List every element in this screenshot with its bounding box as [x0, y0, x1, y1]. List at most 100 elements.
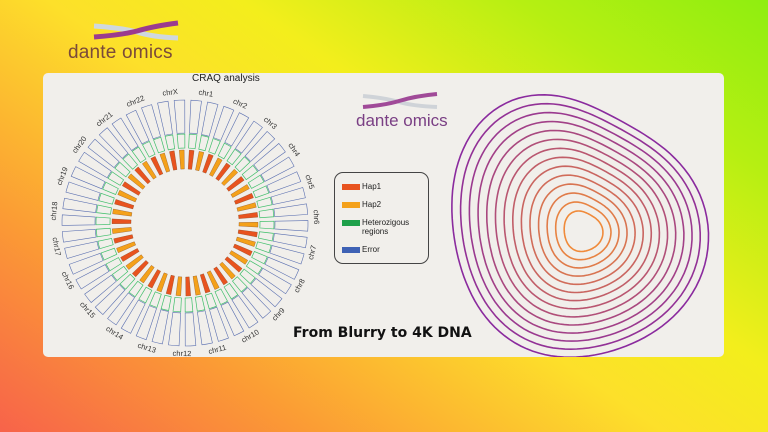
logo-text: dante omics — [68, 42, 173, 63]
chromosome-box — [234, 120, 263, 154]
heterozygous-box — [239, 268, 256, 285]
haplotype-segment — [234, 193, 254, 205]
chromosome-box — [65, 181, 101, 201]
chromosome-box — [87, 138, 120, 169]
heterozygous-box — [241, 164, 259, 181]
chromosome-box — [250, 277, 283, 308]
chromosome-box — [273, 203, 309, 218]
chromosome-label: chr12 — [172, 349, 191, 358]
haplotype-segment — [209, 157, 223, 177]
heterozygous-box — [100, 247, 118, 261]
heterozygous-box — [107, 171, 125, 186]
haplotype-segment — [236, 202, 257, 212]
haplotype-segment — [113, 234, 134, 244]
chromosome-label: chr6 — [312, 210, 322, 225]
heterozygous-box — [128, 280, 144, 298]
haplotype-segment — [192, 275, 201, 296]
haplotype-segment — [114, 199, 135, 210]
heterozygous-box — [198, 135, 210, 152]
chromosome-box — [70, 166, 106, 190]
heterozygous-box — [188, 133, 198, 150]
haplotype-segment — [150, 156, 164, 176]
chromosome-box — [151, 309, 169, 345]
haplotype-segment — [125, 254, 144, 270]
haplotype-segment — [120, 248, 140, 262]
chromosome-box — [189, 99, 202, 135]
panel-logo-text: dante omics — [356, 111, 448, 130]
haplotype-segment — [206, 270, 220, 290]
chromosome-box — [84, 274, 117, 303]
heterozygous-box — [208, 138, 221, 155]
legend-item-hap1: Hap1 — [342, 182, 381, 191]
chromosome-label: chr7 — [306, 244, 318, 260]
haplotype-segment — [132, 260, 149, 278]
heterozygous-box — [114, 161, 131, 178]
chromosome-box — [141, 104, 161, 140]
chromosome-box — [264, 256, 300, 280]
haplotype-segment — [226, 176, 245, 192]
logo-mark-icon — [362, 92, 438, 109]
heterozygous-box — [258, 208, 275, 219]
chromosome-box — [184, 312, 197, 347]
haplotype-segment — [221, 168, 238, 186]
contour-line — [546, 192, 620, 269]
haplotype-segment — [215, 162, 231, 181]
heterozygous-box — [97, 237, 114, 250]
heterozygous-box — [164, 134, 176, 151]
chromosome-box — [269, 245, 305, 265]
contour-line — [494, 138, 669, 318]
haplotype-segment — [116, 241, 136, 253]
chromosome-box — [107, 292, 136, 326]
heterozygous-box — [251, 251, 268, 265]
haplotype-segment — [199, 273, 211, 294]
chromosome-box — [213, 105, 235, 141]
chromosome-box — [274, 220, 309, 232]
chromosome-box — [253, 143, 286, 172]
heterozygous-box — [95, 227, 112, 238]
haplotype-segment — [147, 269, 161, 289]
chromosome-label: chr11 — [207, 343, 227, 356]
chromosome-box — [272, 233, 308, 249]
contour-line — [520, 165, 645, 294]
heterozygous-box — [252, 185, 270, 199]
haplotype-segment — [169, 150, 178, 171]
heterozygous-box — [256, 196, 273, 209]
heterozygous-box — [245, 260, 263, 275]
heterozygous-box — [258, 231, 274, 242]
heterozygous-box — [247, 174, 265, 189]
contour-line — [459, 102, 701, 351]
haplotype-segment — [187, 149, 195, 170]
haplotype-segment — [159, 152, 171, 173]
heterozygous-box — [226, 148, 242, 166]
chromosome-box — [75, 264, 110, 290]
heterozygous-box — [176, 133, 186, 149]
contour-graphic — [451, 93, 710, 357]
contour-line — [486, 129, 677, 326]
legend-item-hap2: Hap2 — [342, 200, 381, 209]
heterozygous-box — [255, 241, 272, 254]
haplotype-segment — [142, 160, 157, 180]
haplotype-segment — [202, 153, 214, 174]
contour-line — [451, 93, 710, 357]
heterozygous-box — [141, 140, 156, 158]
chromosome-label: chr1 — [198, 88, 214, 99]
heterozygous-box — [102, 181, 119, 195]
legend-item-error: Error — [342, 245, 380, 254]
heterozygous-box — [234, 156, 251, 173]
heterozygous-box — [98, 192, 115, 205]
chromosome-box — [270, 187, 306, 205]
haplotype-segment — [112, 208, 133, 217]
chromosome-box — [266, 171, 302, 194]
contour-line — [503, 147, 661, 310]
haplotype-segment — [117, 189, 137, 203]
chromosome-box — [197, 310, 213, 346]
chromosome-box — [224, 112, 250, 147]
haplotype-segment — [235, 236, 256, 247]
legend-item-heterozigous: Heterozigous regions — [342, 218, 426, 236]
chromosome-label: chr5 — [303, 174, 316, 191]
heterozygous-box — [231, 276, 248, 293]
haplotype-segment — [238, 222, 259, 228]
haplotype-segment — [233, 243, 253, 257]
heterozygous-box — [95, 216, 111, 226]
chromosome-box — [61, 228, 97, 243]
